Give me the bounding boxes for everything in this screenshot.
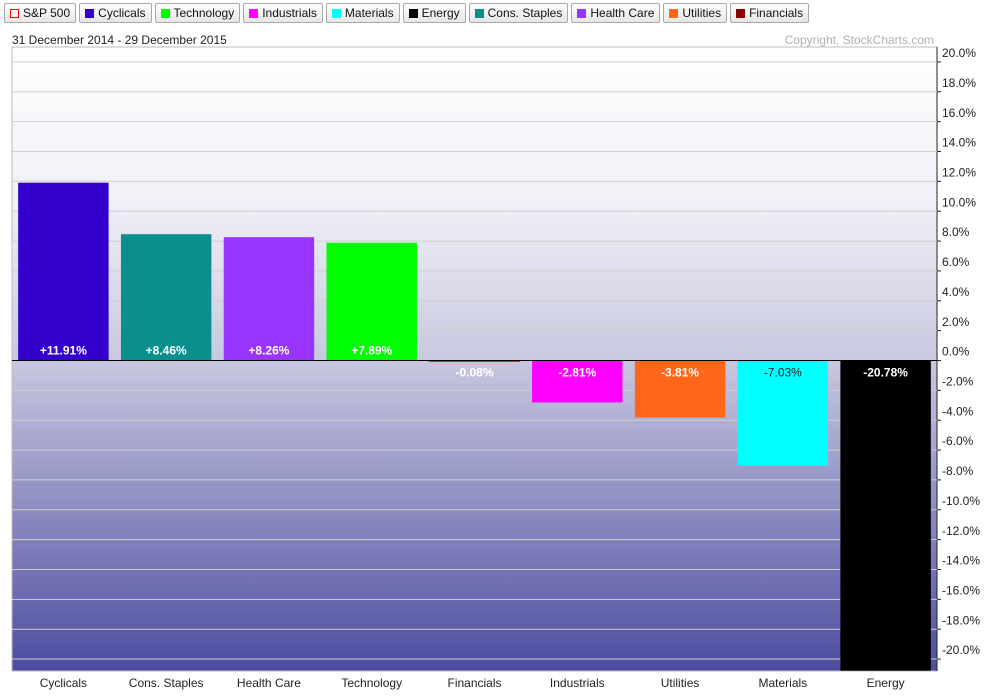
bar — [737, 360, 829, 466]
legend-button[interactable]: Cons. Staples — [468, 3, 569, 23]
legend-button[interactable]: Utilities — [663, 3, 728, 23]
y-tick-label: 10.0% — [942, 195, 976, 209]
bar — [532, 360, 623, 403]
legend: S&P 500 Cyclicals Technology Industrials Mat… — [4, 3, 810, 23]
value-label: -3.81% — [661, 366, 699, 380]
bar — [120, 234, 212, 361]
legend-swatch — [160, 8, 170, 18]
value-label: +8.26% — [248, 344, 289, 358]
bar — [429, 360, 520, 362]
legend-label: Technology — [173, 6, 235, 20]
legend-swatch — [669, 8, 679, 18]
y-tick-label: -16.0% — [942, 584, 980, 598]
legend-swatch — [474, 8, 484, 18]
y-tick-label: 6.0% — [942, 255, 970, 269]
value-label: +11.91% — [40, 344, 87, 358]
subtitle: 31 December 2014 - 29 December 2015 — [12, 33, 227, 47]
legend-label: Industrials — [262, 6, 317, 20]
legend-button[interactable]: Energy — [402, 3, 466, 23]
value-label: -2.81% — [558, 366, 596, 380]
value-label: +7.89% — [351, 344, 392, 358]
legend-label: Utilities — [682, 6, 722, 20]
y-tick-label: -2.0% — [942, 375, 974, 389]
y-tick-label: -18.0% — [942, 613, 980, 627]
x-tick-label: Health Care — [237, 676, 301, 690]
legend-swatch — [577, 8, 587, 18]
y-tick-label: 14.0% — [942, 136, 976, 150]
y-tick-label: -10.0% — [942, 494, 980, 508]
bar — [326, 242, 417, 361]
x-tick-label: Materials — [758, 676, 807, 690]
y-tick-label: -8.0% — [942, 464, 974, 478]
legend-swatch — [10, 8, 19, 18]
y-tick-label: 16.0% — [942, 106, 976, 120]
value-label: -7.03% — [764, 366, 802, 380]
legend-button[interactable]: Technology — [154, 3, 241, 23]
legend-swatch — [408, 8, 418, 18]
x-tick-label: Energy — [867, 676, 905, 690]
legend-button[interactable]: Financials — [730, 3, 810, 23]
legend-button[interactable]: Cyclicals — [79, 3, 152, 23]
legend-button[interactable]: Materials — [325, 3, 400, 23]
legend-label: Cyclicals — [98, 6, 146, 20]
x-tick-label: Utilities — [661, 676, 700, 690]
legend-swatch — [249, 8, 259, 18]
y-tick-label: -4.0% — [942, 404, 974, 418]
bar — [634, 360, 726, 418]
bar — [223, 237, 315, 361]
legend-label: S&P 500 — [23, 6, 71, 20]
bar — [840, 360, 931, 671]
y-tick-label: 0.0% — [942, 345, 970, 359]
legend-label: Financials — [749, 6, 804, 20]
x-tick-label: Industrials — [550, 676, 605, 690]
y-tick-label: -20.0% — [942, 643, 980, 657]
x-tick-label: Cons. Staples — [129, 676, 204, 690]
value-label: -20.78% — [863, 366, 908, 380]
y-tick-label: 2.0% — [942, 315, 970, 329]
legend-label: Energy — [421, 6, 460, 20]
legend-label: Health Care — [590, 6, 655, 20]
legend-button[interactable]: Health Care — [571, 3, 661, 23]
x-tick-label: Financials — [447, 676, 501, 690]
y-tick-label: 18.0% — [942, 76, 976, 90]
legend-label: Cons. Staples — [487, 6, 563, 20]
x-tick-label: Technology — [341, 676, 402, 690]
y-tick-label: 20.0% — [942, 46, 976, 60]
y-tick-label: -6.0% — [942, 434, 974, 448]
legend-label: Materials — [344, 6, 394, 20]
legend-button[interactable]: S&P 500 — [4, 3, 77, 23]
copyright: Copyright, StockCharts.com — [785, 33, 934, 47]
value-label: -0.08% — [455, 366, 493, 380]
legend-swatch — [85, 8, 95, 18]
x-tick-label: Cyclicals — [40, 676, 87, 690]
y-tick-label: 8.0% — [942, 225, 970, 239]
y-tick-label: -14.0% — [942, 554, 980, 568]
bar — [18, 182, 109, 361]
y-tick-label: -12.0% — [942, 524, 980, 538]
y-tick-label: 4.0% — [942, 285, 970, 299]
y-tick-label: 12.0% — [942, 166, 976, 180]
value-label: +8.46% — [146, 344, 187, 358]
legend-swatch — [331, 8, 341, 18]
legend-swatch — [736, 8, 746, 18]
legend-button[interactable]: Industrials — [243, 3, 323, 23]
